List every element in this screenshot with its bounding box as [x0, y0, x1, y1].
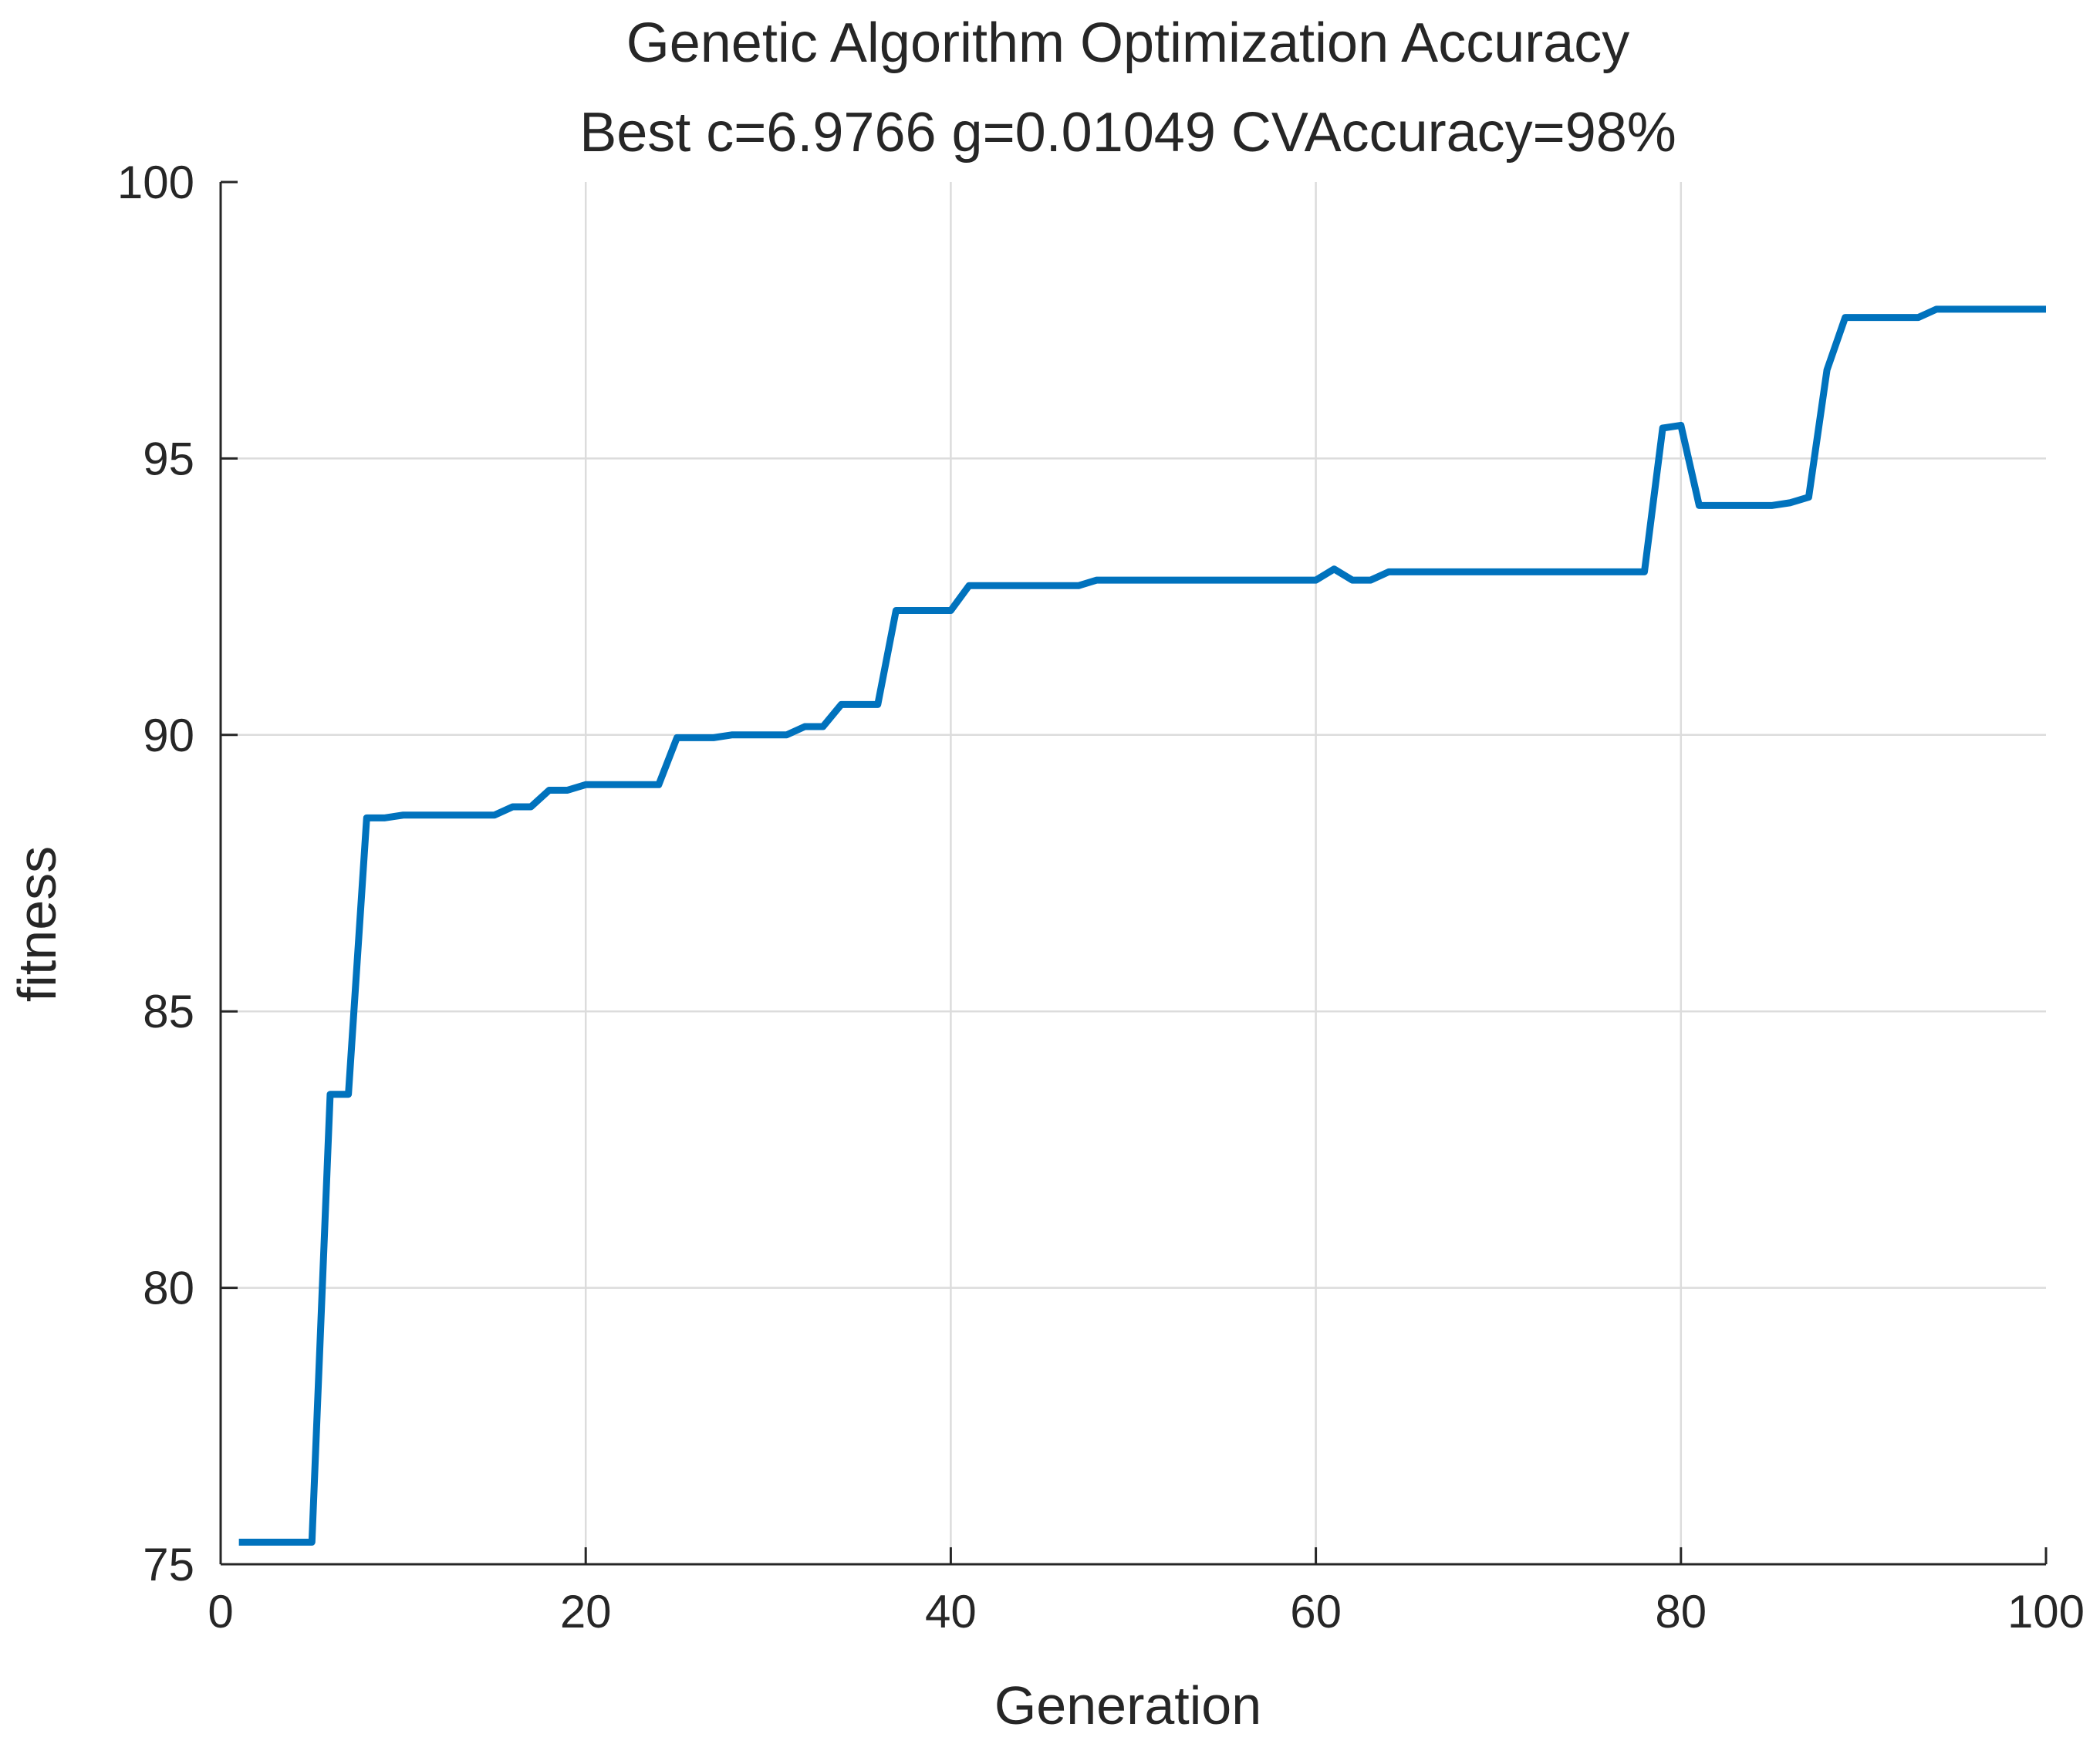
axes [219, 180, 2048, 1566]
y-tick-label-100: 100 [117, 157, 194, 208]
y-tick-label-75: 75 [143, 1539, 194, 1590]
x-tick-label-40: 40 [925, 1586, 977, 1638]
chart-title: Genetic Algorithm Optimization Accuracy [626, 12, 1630, 74]
x-tick-label-60: 60 [1290, 1586, 1342, 1638]
x-tick-label-20: 20 [560, 1586, 612, 1638]
x-tick-label-80: 80 [1655, 1586, 1707, 1638]
grid [221, 182, 2046, 1564]
y-axis-label: fitness [7, 846, 67, 1002]
series-layer [238, 305, 2046, 1546]
x-tick-label-0: 0 [208, 1586, 233, 1638]
chart-subtitle: Best c=6.9766 g=0.01049 CVAccuracy=98% [579, 102, 1676, 164]
series-line-fitness [238, 305, 2046, 1546]
y-tick-label-85: 85 [143, 986, 194, 1037]
y-tick-label-95: 95 [143, 433, 194, 484]
y-tick-label-80: 80 [143, 1263, 194, 1314]
x-axis-label: Generation [994, 1675, 1261, 1735]
x-tick-label-100: 100 [2007, 1586, 2085, 1638]
tick-labels: 0 20 40 60 80 100 75 80 85 90 95 100 [117, 157, 2085, 1638]
y-tick-label-90: 90 [143, 710, 194, 761]
